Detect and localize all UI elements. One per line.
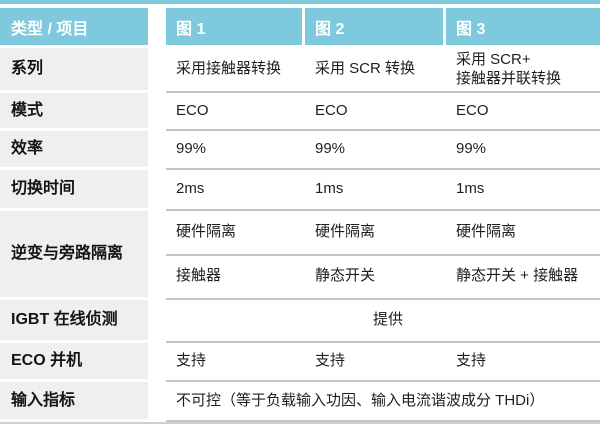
header-cell-fig1: 图 1 (166, 8, 302, 45)
row-label-switch-time: 切换时间 (0, 170, 148, 208)
cell-isolation1-fig3: 硬件隔离 (456, 222, 517, 240)
cell-isolation2-fig1: 接触器 (176, 267, 222, 285)
cell-input-index-span: 不可控（等于负载输入功因、输入电流谐波成分 THDi） (176, 391, 545, 409)
cell-eco-parallel-fig3: 支持 (456, 352, 487, 370)
header-separator (302, 8, 305, 45)
row-data-eco-parallel: 支持 支持 支持 (166, 343, 600, 382)
row-data-mode: ECO ECO ECO (166, 93, 600, 131)
cell-eco-parallel-fig1: 支持 (176, 352, 207, 370)
cell-efficiency-fig2: 99% (315, 140, 346, 158)
row-label-input-index: 输入指标 (0, 382, 148, 419)
table-row-efficiency: 效率 99% 99% 99% (0, 131, 600, 170)
cell-eco-parallel-fig2: 支持 (315, 352, 346, 370)
isolation-subrow-device: 接触器 静态开关 静态开关 + 接触器 (166, 256, 600, 299)
table-header-row: 类型 / 项目 图 1 图 2 图 3 (0, 8, 600, 45)
header-cell-type-item: 类型 / 项目 (0, 8, 148, 45)
table-row-mode: 模式 ECO ECO ECO (0, 93, 600, 131)
row-data-isolation: 硬件隔离 硬件隔离 硬件隔离 接触器 静态开关 静态开关 + 接触器 (166, 211, 600, 300)
cell-series-fig3: 采用 SCR+ 接触器并联转换 (456, 50, 562, 87)
cell-isolation2-fig2: 静态开关 (315, 267, 376, 285)
table-row-igbt: IGBT 在线侦测 提供 (0, 300, 600, 343)
cell-mode-fig1: ECO (176, 101, 209, 119)
header-separator (443, 8, 446, 45)
cell-series-fig2: 采用 SCR 转换 (315, 60, 416, 78)
column-gap (148, 8, 166, 45)
cell-switch-time-fig2: 1ms (315, 180, 344, 198)
cell-mode-fig3: ECO (456, 101, 489, 119)
row-label-efficiency: 效率 (0, 131, 148, 167)
table-bottom-edge (0, 422, 600, 428)
cell-efficiency-fig1: 99% (176, 140, 207, 158)
header-cell-fig3: 图 3 (446, 8, 600, 45)
cell-isolation1-fig1: 硬件隔离 (176, 222, 237, 240)
cell-series-fig1: 采用接触器转换 (176, 60, 282, 78)
row-label-isolation: 逆变与旁路隔离 (0, 211, 148, 297)
row-data-igbt: 提供 (166, 300, 600, 343)
table-row-eco-parallel: ECO 并机 支持 支持 支持 (0, 343, 600, 382)
cell-switch-time-fig1: 2ms (176, 180, 205, 198)
cell-isolation2-fig3: 静态开关 + 接触器 (456, 267, 579, 285)
cell-efficiency-fig3: 99% (456, 140, 487, 158)
row-label-eco-parallel: ECO 并机 (0, 343, 148, 379)
cell-switch-time-fig3: 1ms (456, 180, 485, 198)
cell-mode-fig2: ECO (315, 101, 348, 119)
isolation-subrow-hardware: 硬件隔离 硬件隔离 硬件隔离 (166, 211, 600, 256)
table-row-isolation: 逆变与旁路隔离 硬件隔离 硬件隔离 硬件隔离 接触器 静态开关 静态开关 + 接… (0, 211, 600, 300)
row-data-series: 采用接触器转换 采用 SCR 转换 采用 SCR+ 接触器并联转换 (166, 48, 600, 93)
row-label-mode: 模式 (0, 93, 148, 128)
table-bottom-line (0, 422, 600, 424)
row-data-efficiency: 99% 99% 99% (166, 131, 600, 170)
row-data-input-index: 不可控（等于负载输入功因、输入电流谐波成分 THDi） (166, 382, 600, 422)
row-label-igbt: IGBT 在线侦测 (0, 300, 148, 340)
table-row-series: 系列 采用接触器转换 采用 SCR 转换 采用 SCR+ 接触器并联转换 (0, 48, 600, 93)
cell-isolation1-fig2: 硬件隔离 (315, 222, 376, 240)
row-data-switch-time: 2ms 1ms 1ms (166, 170, 600, 211)
row-label-series: 系列 (0, 48, 148, 90)
table-row-switch-time: 切换时间 2ms 1ms 1ms (0, 170, 600, 211)
table-row-input-index: 输入指标 不可控（等于负载输入功因、输入电流谐波成分 THDi） (0, 382, 600, 422)
table-top-accent-bar (0, 0, 600, 4)
cell-igbt-span: 提供 (372, 311, 403, 329)
header-cell-fig2: 图 2 (305, 8, 443, 45)
